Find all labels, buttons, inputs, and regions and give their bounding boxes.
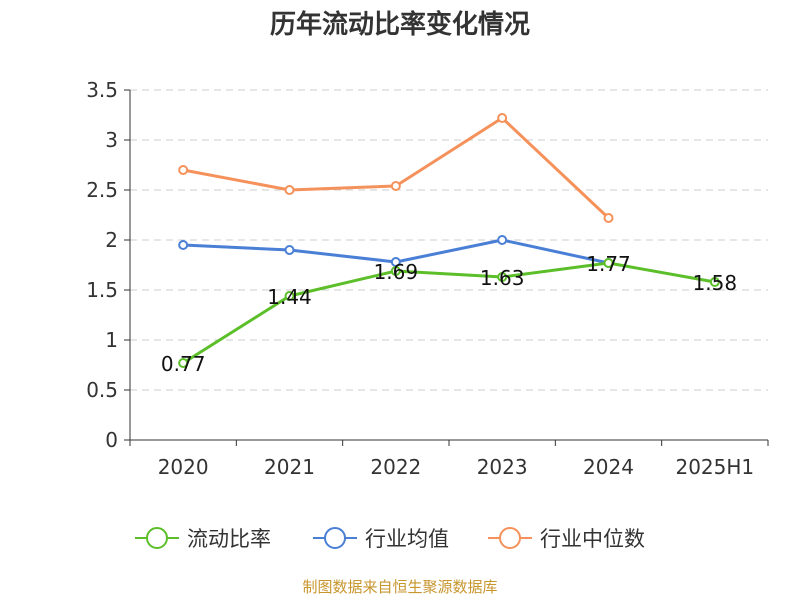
data-point (284, 245, 295, 255)
axes: 0 0.5 1 1.5 2 2.5 3 3.5 2020 2021 2022 2023 2024 2025… (86, 78, 769, 479)
series-layer (178, 113, 720, 368)
chart-title: 历年流动比率变化情况 (270, 9, 530, 40)
data-label: 1.44 (267, 285, 312, 309)
legend-label: 行业均值 (365, 527, 449, 551)
data-label: 1.63 (480, 266, 525, 290)
data-labels: 0.77 1.44 1.69 1.63 1.77 1.58 (161, 252, 737, 376)
legend-marker-icon (146, 527, 168, 549)
data-point (390, 181, 401, 191)
data-point (284, 185, 295, 195)
data-point (497, 113, 508, 123)
source-note: 制图数据来自恒生聚源数据库 (302, 578, 497, 596)
legend-item-0: 流动比率 (135, 527, 271, 551)
y-tick-label: 0.5 (86, 378, 118, 402)
legend-item-2: 行业中位数 (488, 527, 645, 551)
x-tick-label: 2020 (158, 455, 209, 479)
legend-label: 行业中位数 (540, 527, 645, 551)
legend: 流动比率 行业均值 行业中位数 (135, 527, 645, 551)
x-tick-label: 2022 (370, 455, 421, 479)
data-label: 0.77 (161, 352, 206, 376)
data-label: 1.69 (374, 260, 419, 284)
x-tick-label: 2024 (583, 455, 634, 479)
series-line-0 (182, 261, 716, 365)
legend-item-1: 行业均值 (313, 527, 449, 551)
data-point (709, 277, 720, 287)
series-0 (178, 258, 720, 368)
y-tick-label: 3 (105, 128, 118, 152)
y-tick-label: 1 (105, 328, 118, 352)
x-tick-label: 2025H1 (675, 455, 754, 479)
gridlines (130, 89, 768, 391)
legend-marker-icon (324, 527, 346, 549)
data-label: 1.77 (586, 252, 631, 276)
x-tick-label: 2021 (264, 455, 315, 479)
x-tick-label: 2023 (477, 455, 528, 479)
data-point (390, 266, 401, 276)
legend-label: 流动比率 (187, 527, 271, 551)
y-tick-label: 2.5 (86, 178, 118, 202)
y-tick-label: 1.5 (86, 278, 118, 302)
data-point (497, 272, 508, 282)
data-point (178, 240, 189, 250)
legend-marker-icon (499, 527, 521, 549)
data-point (178, 358, 189, 368)
data-point (178, 165, 189, 175)
data-point (284, 291, 295, 301)
y-tick-label: 2 (105, 228, 118, 252)
data-label: 1.58 (693, 271, 738, 295)
y-tick-label: 3.5 (86, 78, 118, 102)
series-1 (178, 235, 614, 268)
data-point (603, 213, 614, 223)
series-line-2 (182, 116, 610, 220)
data-point (497, 235, 508, 245)
series-2 (178, 113, 614, 223)
y-tick-label: 0 (105, 428, 118, 452)
data-point (603, 258, 614, 268)
